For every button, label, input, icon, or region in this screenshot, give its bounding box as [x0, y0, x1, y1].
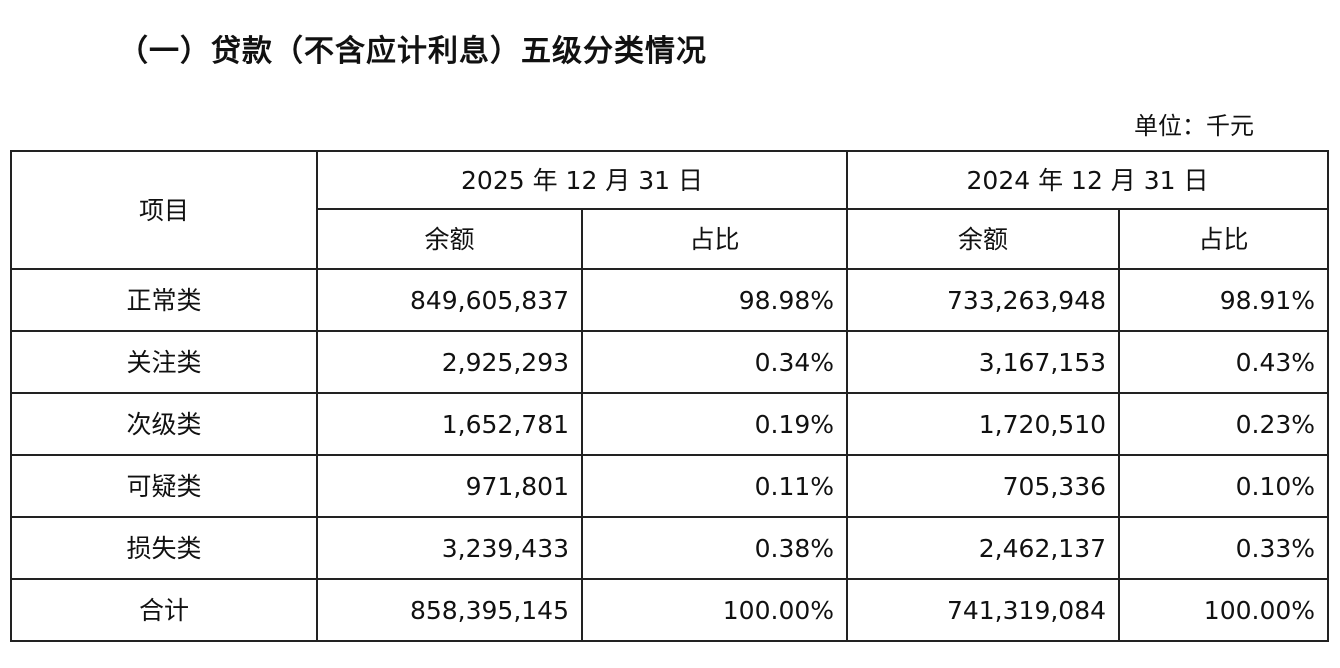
- balance-header-2025: 余额: [316, 208, 583, 270]
- loan-classification-table: 项目 2025 年 12 月 31 日 2024 年 12 月 31 日 余额 …: [10, 150, 1330, 642]
- balance-2025: 1,652,781: [316, 392, 583, 456]
- share-2025: 0.11%: [580, 454, 849, 518]
- balance-2024: 2,462,137: [846, 516, 1121, 580]
- share-header-2024: 占比: [1118, 208, 1330, 270]
- share-header-2025: 占比: [580, 208, 849, 270]
- share-2025: 0.38%: [580, 516, 849, 580]
- share-2024: 0.43%: [1118, 330, 1330, 394]
- row-item: 合计: [10, 578, 318, 642]
- share-2024: 0.33%: [1118, 516, 1330, 580]
- period-header-2025: 2025 年 12 月 31 日: [315, 150, 849, 210]
- balance-2024: 705,336: [846, 454, 1121, 518]
- row-item: 关注类: [10, 330, 318, 394]
- row-item: 次级类: [10, 392, 318, 456]
- balance-2025: 2,925,293: [316, 330, 583, 394]
- row-item: 可疑类: [10, 454, 318, 518]
- balance-2024: 3,167,153: [846, 330, 1121, 394]
- balance-2024: 733,263,948: [846, 268, 1121, 332]
- balance-2025: 858,395,145: [316, 578, 583, 642]
- period-header-row: 项目 2025 年 12 月 31 日 2024 年 12 月 31 日: [10, 150, 1330, 270]
- share-2025: 98.98%: [580, 268, 849, 332]
- share-2024: 0.23%: [1118, 392, 1330, 456]
- share-2025: 0.19%: [580, 392, 849, 456]
- share-2025: 100.00%: [580, 578, 849, 642]
- balance-2025: 849,605,837: [316, 268, 583, 332]
- unit-label: 单位：千元: [1134, 112, 1254, 140]
- balance-header-2024: 余额: [846, 208, 1121, 270]
- balance-2024: 741,319,084: [846, 578, 1121, 642]
- section-title: （一）贷款（不含应计利息）五级分类情况: [118, 34, 707, 69]
- balance-2025: 3,239,433: [316, 516, 583, 580]
- row-item: 正常类: [10, 268, 318, 332]
- table-row: 可疑类 971,801 0.11% 705,336 0.10%: [10, 454, 1330, 518]
- period-header-2024: 2024 年 12 月 31 日: [846, 150, 1330, 210]
- table-row: 次级类 1,652,781 0.19% 1,720,510 0.23%: [10, 392, 1330, 456]
- total-row: 合计 858,395,145 100.00% 741,319,084 100.0…: [10, 578, 1330, 642]
- table-row: 损失类 3,239,433 0.38% 2,462,137 0.33%: [10, 516, 1330, 580]
- item-column-header: 项目: [10, 150, 318, 270]
- balance-2025: 971,801: [316, 454, 583, 518]
- balance-2024: 1,720,510: [846, 392, 1121, 456]
- share-2024: 0.10%: [1118, 454, 1330, 518]
- share-2024: 100.00%: [1118, 578, 1330, 642]
- row-item: 损失类: [10, 516, 318, 580]
- share-2025: 0.34%: [580, 330, 849, 394]
- table-row: 正常类 849,605,837 98.98% 733,263,948 98.91…: [10, 268, 1330, 332]
- table-row: 关注类 2,925,293 0.34% 3,167,153 0.43%: [10, 330, 1330, 394]
- sub-header-row: 余额 占比 余额 占比: [11, 208, 1330, 270]
- share-2024: 98.91%: [1118, 268, 1330, 332]
